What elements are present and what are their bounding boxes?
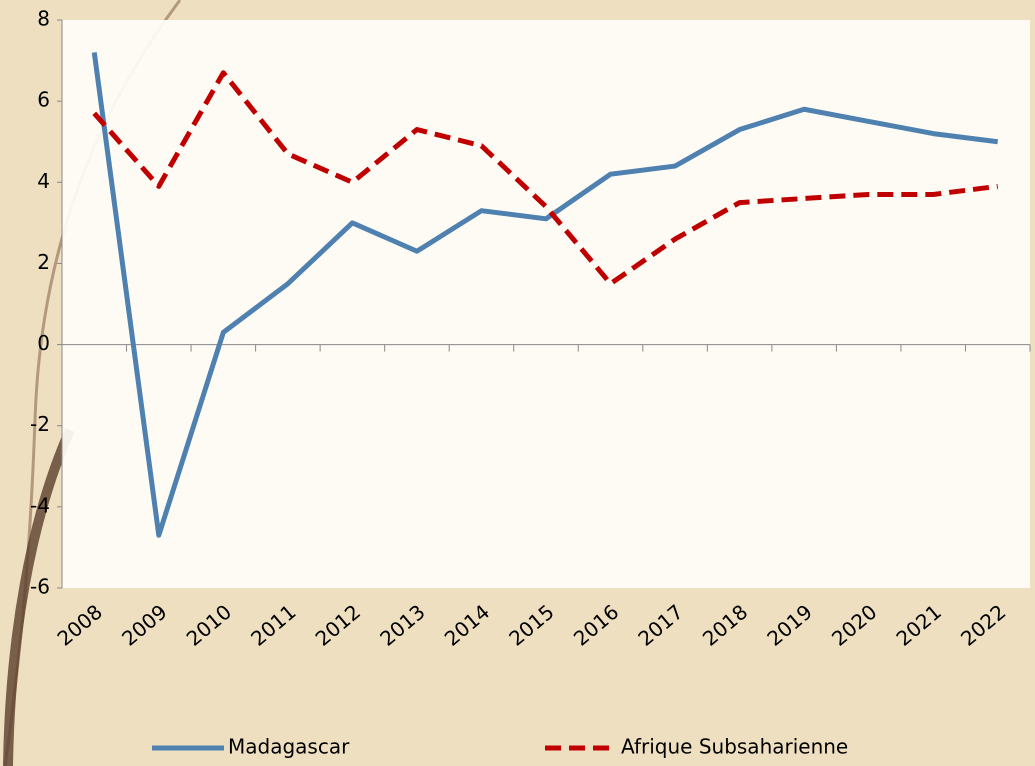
x-tick-label: 2018	[698, 600, 752, 651]
x-tick-label: 2021	[892, 600, 946, 651]
x-tick-label: 2017	[633, 600, 687, 651]
y-tick-label: 8	[37, 7, 50, 31]
x-tick-label: 2014	[440, 600, 494, 651]
x-tick-label: 2020	[827, 600, 881, 651]
legend-label: Madagascar	[228, 735, 350, 759]
y-tick-label: 2	[37, 250, 50, 274]
x-tick-label: 2008	[53, 600, 107, 651]
x-tick-label: 2010	[182, 600, 236, 651]
y-tick-label: -6	[30, 575, 50, 599]
x-tick-label: 2016	[569, 600, 623, 651]
x-tick-label: 2013	[375, 600, 429, 651]
x-tick-label: 2011	[246, 600, 300, 651]
y-tick-label: 6	[37, 88, 50, 112]
x-tick-label: 2012	[311, 600, 365, 651]
x-tick-label: 2009	[117, 600, 171, 651]
series-line	[91, 52, 999, 538]
decoration	[3, 427, 75, 766]
x-tick-label: 2015	[504, 600, 558, 651]
x-tick-label: 2019	[762, 600, 816, 651]
y-tick-label: -4	[30, 493, 50, 517]
y-tick-label: 0	[37, 331, 50, 355]
x-tick-label: 2022	[956, 600, 1010, 651]
y-tick-label: -2	[30, 412, 50, 436]
legend-label: Afrique Subsaharienne	[621, 735, 848, 759]
y-tick-label: 4	[37, 169, 50, 193]
plot-area	[62, 20, 1030, 588]
